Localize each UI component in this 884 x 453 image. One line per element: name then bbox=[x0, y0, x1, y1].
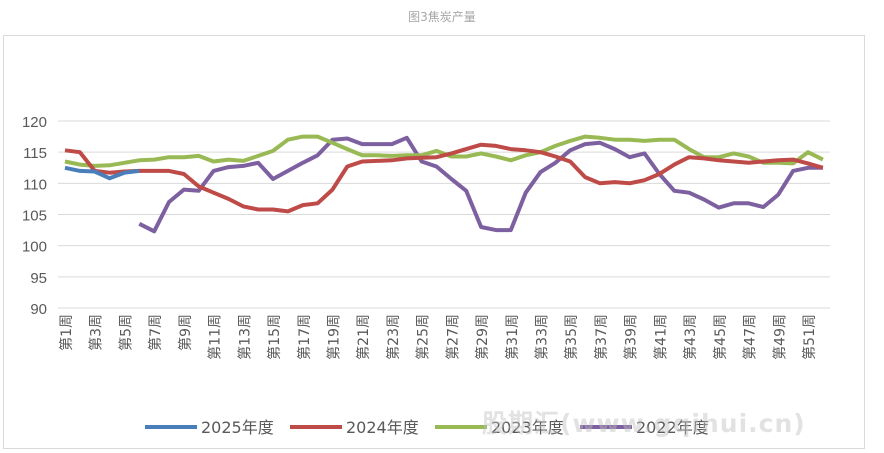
legend-label: 2022年度 bbox=[636, 418, 709, 437]
y-tick-label: 120 bbox=[22, 114, 47, 131]
legend-label: 2025年度 bbox=[201, 418, 274, 437]
x-tick-label: 第31周 bbox=[504, 314, 521, 360]
x-tick-label: 第47周 bbox=[742, 314, 759, 360]
x-tick-label: 第25周 bbox=[415, 314, 432, 360]
x-tick-label: 第17周 bbox=[296, 314, 313, 360]
y-tick-label: 115 bbox=[23, 145, 47, 162]
series-line-2025年度 bbox=[64, 165, 140, 181]
x-tick-label: 第15周 bbox=[266, 314, 283, 360]
x-tick-label: 第33周 bbox=[534, 314, 551, 360]
x-tick-label: 第1周 bbox=[58, 314, 75, 351]
y-tick-label: 100 bbox=[22, 239, 47, 256]
chart-title: 图3焦炭产量 bbox=[408, 10, 476, 24]
x-tick-label: 第41周 bbox=[652, 314, 669, 360]
x-tick-label: 第27周 bbox=[444, 314, 461, 360]
x-tick-label: 第5周 bbox=[117, 314, 134, 351]
y-tick-label: 105 bbox=[22, 208, 47, 225]
x-tick-label: 第43周 bbox=[682, 314, 699, 360]
x-tick-label: 第3周 bbox=[88, 314, 105, 351]
series-line-2022年度 bbox=[138, 135, 823, 234]
y-tick-label: 95 bbox=[30, 270, 47, 287]
x-tick-label: 第21周 bbox=[355, 314, 372, 360]
x-tick-label: 第45周 bbox=[712, 314, 729, 360]
x-tick-label: 第29周 bbox=[474, 314, 491, 360]
x-tick-label: 第35周 bbox=[563, 314, 580, 360]
x-tick-label: 第23周 bbox=[385, 314, 402, 360]
x-tick-label: 第13周 bbox=[236, 314, 253, 360]
legend-label: 2024年度 bbox=[346, 418, 419, 437]
x-tick-label: 第9周 bbox=[177, 314, 194, 351]
chart-frame bbox=[3, 35, 865, 449]
x-tick-label: 第11周 bbox=[207, 314, 224, 360]
series-line-2023年度 bbox=[64, 134, 824, 168]
x-tick-label: 第39周 bbox=[623, 314, 640, 360]
x-tick-label: 第37周 bbox=[593, 314, 610, 360]
y-tick-label: 110 bbox=[23, 176, 47, 193]
x-tick-label: 第49周 bbox=[771, 314, 788, 360]
watermark: 股期汇(www.gqihui.cn) bbox=[482, 409, 806, 438]
x-tick-label: 第7周 bbox=[147, 314, 164, 351]
legend-label: 2023年度 bbox=[491, 418, 564, 437]
x-tick-label: 第51周 bbox=[801, 314, 818, 360]
x-tick-label: 第19周 bbox=[325, 314, 342, 360]
series-line-2024年度 bbox=[64, 142, 824, 214]
y-tick-label: 90 bbox=[30, 301, 47, 318]
